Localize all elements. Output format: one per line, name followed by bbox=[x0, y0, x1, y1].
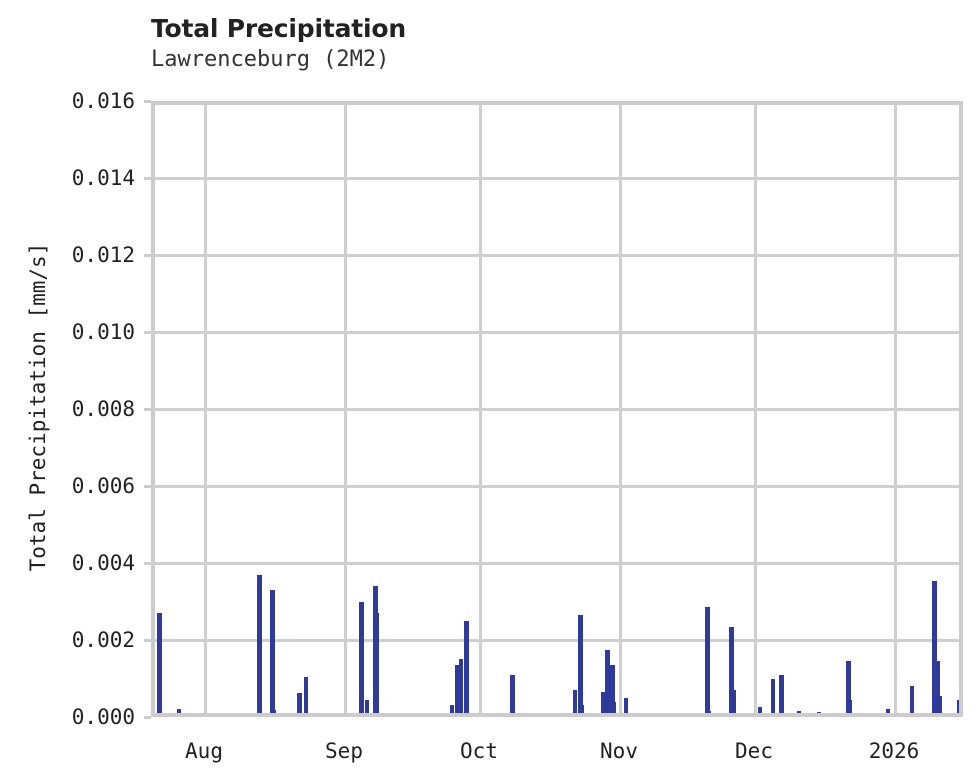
x-tick-label: Aug bbox=[185, 739, 223, 763]
y-tick-mark bbox=[144, 408, 151, 411]
y-tick-mark bbox=[144, 485, 151, 488]
x-tick-label: 2026 bbox=[868, 739, 920, 763]
plot-area bbox=[151, 101, 963, 717]
y-tick-label: 0.002 bbox=[71, 628, 135, 652]
bar bbox=[510, 675, 515, 717]
gridline-vertical bbox=[754, 101, 757, 717]
chart-subtitle: Lawrenceburg (2M2) bbox=[151, 47, 390, 72]
y-tick-mark bbox=[144, 562, 151, 565]
bar bbox=[705, 607, 710, 717]
gridline-horizontal bbox=[151, 485, 963, 488]
x-tick-label: Nov bbox=[600, 739, 638, 763]
gridline-vertical bbox=[344, 101, 347, 717]
bar bbox=[365, 699, 369, 717]
gridline-horizontal bbox=[151, 639, 963, 642]
bar bbox=[459, 659, 463, 717]
chart-header: Total Precipitation Lawrenceburg (2M2) bbox=[151, 14, 851, 74]
gridline-vertical bbox=[619, 101, 622, 717]
gridline-horizontal bbox=[151, 177, 963, 180]
bar bbox=[573, 690, 577, 717]
plot-spine-right bbox=[959, 101, 963, 717]
bar bbox=[157, 613, 162, 717]
y-tick-mark bbox=[144, 639, 151, 642]
bar bbox=[771, 678, 775, 717]
y-tick-mark bbox=[144, 254, 151, 257]
y-tick-label: 0.006 bbox=[71, 474, 135, 498]
bar bbox=[578, 614, 583, 717]
bar bbox=[581, 705, 584, 717]
bar bbox=[359, 601, 364, 717]
gridline-vertical bbox=[204, 101, 207, 717]
bar bbox=[601, 691, 605, 717]
y-tick-mark bbox=[144, 177, 151, 180]
y-tick-label: 0.008 bbox=[71, 397, 135, 421]
x-tick-label: Dec bbox=[735, 739, 773, 763]
y-tick-mark bbox=[144, 100, 151, 103]
bar bbox=[938, 695, 942, 717]
gridline-vertical bbox=[894, 101, 897, 717]
bar bbox=[605, 649, 610, 717]
bar bbox=[257, 574, 262, 717]
gridline-vertical bbox=[479, 101, 482, 717]
bar bbox=[729, 626, 734, 717]
x-tick-label: Oct bbox=[460, 739, 498, 763]
bar bbox=[375, 613, 379, 717]
bar bbox=[886, 708, 890, 717]
gridline-horizontal bbox=[151, 254, 963, 257]
bar bbox=[613, 701, 616, 717]
y-tick-label: 0.012 bbox=[71, 243, 135, 267]
bar bbox=[935, 661, 940, 717]
y-tick-label: 0.004 bbox=[71, 551, 135, 575]
bar bbox=[455, 665, 460, 717]
bar bbox=[932, 581, 937, 717]
bar bbox=[466, 701, 469, 717]
y-tick-mark bbox=[144, 331, 151, 334]
gridline-horizontal bbox=[151, 331, 963, 334]
gridline-horizontal bbox=[151, 562, 963, 565]
bar bbox=[464, 620, 469, 717]
y-tick-label: 0.014 bbox=[71, 166, 135, 190]
bar bbox=[270, 589, 275, 717]
bar bbox=[304, 676, 308, 717]
bar bbox=[624, 697, 628, 717]
plot-spine-bottom bbox=[151, 713, 963, 717]
bar bbox=[758, 707, 762, 717]
y-tick-label: 0.010 bbox=[71, 320, 135, 344]
gridline-horizontal bbox=[151, 408, 963, 411]
bar bbox=[732, 690, 736, 717]
plot-spine-top bbox=[151, 101, 963, 105]
page-title: Total Precipitation bbox=[151, 14, 406, 43]
y-tick-label: 0.016 bbox=[71, 89, 135, 113]
bar bbox=[846, 661, 851, 717]
bar bbox=[177, 708, 181, 717]
y-tick-label: 0.000 bbox=[71, 705, 135, 729]
bar bbox=[849, 699, 852, 717]
bar bbox=[910, 686, 914, 717]
y-tick-mark bbox=[144, 716, 151, 719]
bar-series bbox=[151, 101, 963, 717]
bar bbox=[779, 674, 784, 717]
x-tick-label: Sep bbox=[325, 739, 363, 763]
plot-spine-left bbox=[151, 101, 155, 717]
bar bbox=[610, 665, 615, 717]
bar bbox=[297, 693, 302, 717]
bar bbox=[450, 705, 454, 717]
